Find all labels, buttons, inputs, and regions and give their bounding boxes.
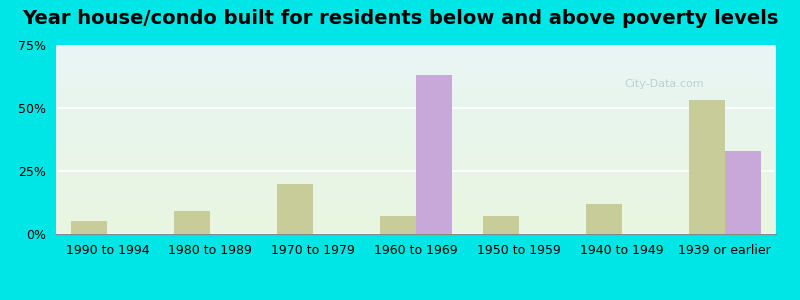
Bar <box>71 221 107 234</box>
Bar <box>277 184 313 234</box>
Bar <box>689 100 725 234</box>
Bar <box>380 216 416 234</box>
Text: Year house/condo built for residents below and above poverty levels: Year house/condo built for residents bel… <box>22 9 778 28</box>
Bar <box>725 151 761 234</box>
Text: City-Data.com: City-Data.com <box>624 79 704 89</box>
Bar <box>416 75 452 234</box>
Bar <box>174 211 210 234</box>
Bar <box>586 204 622 234</box>
Bar <box>483 216 519 234</box>
